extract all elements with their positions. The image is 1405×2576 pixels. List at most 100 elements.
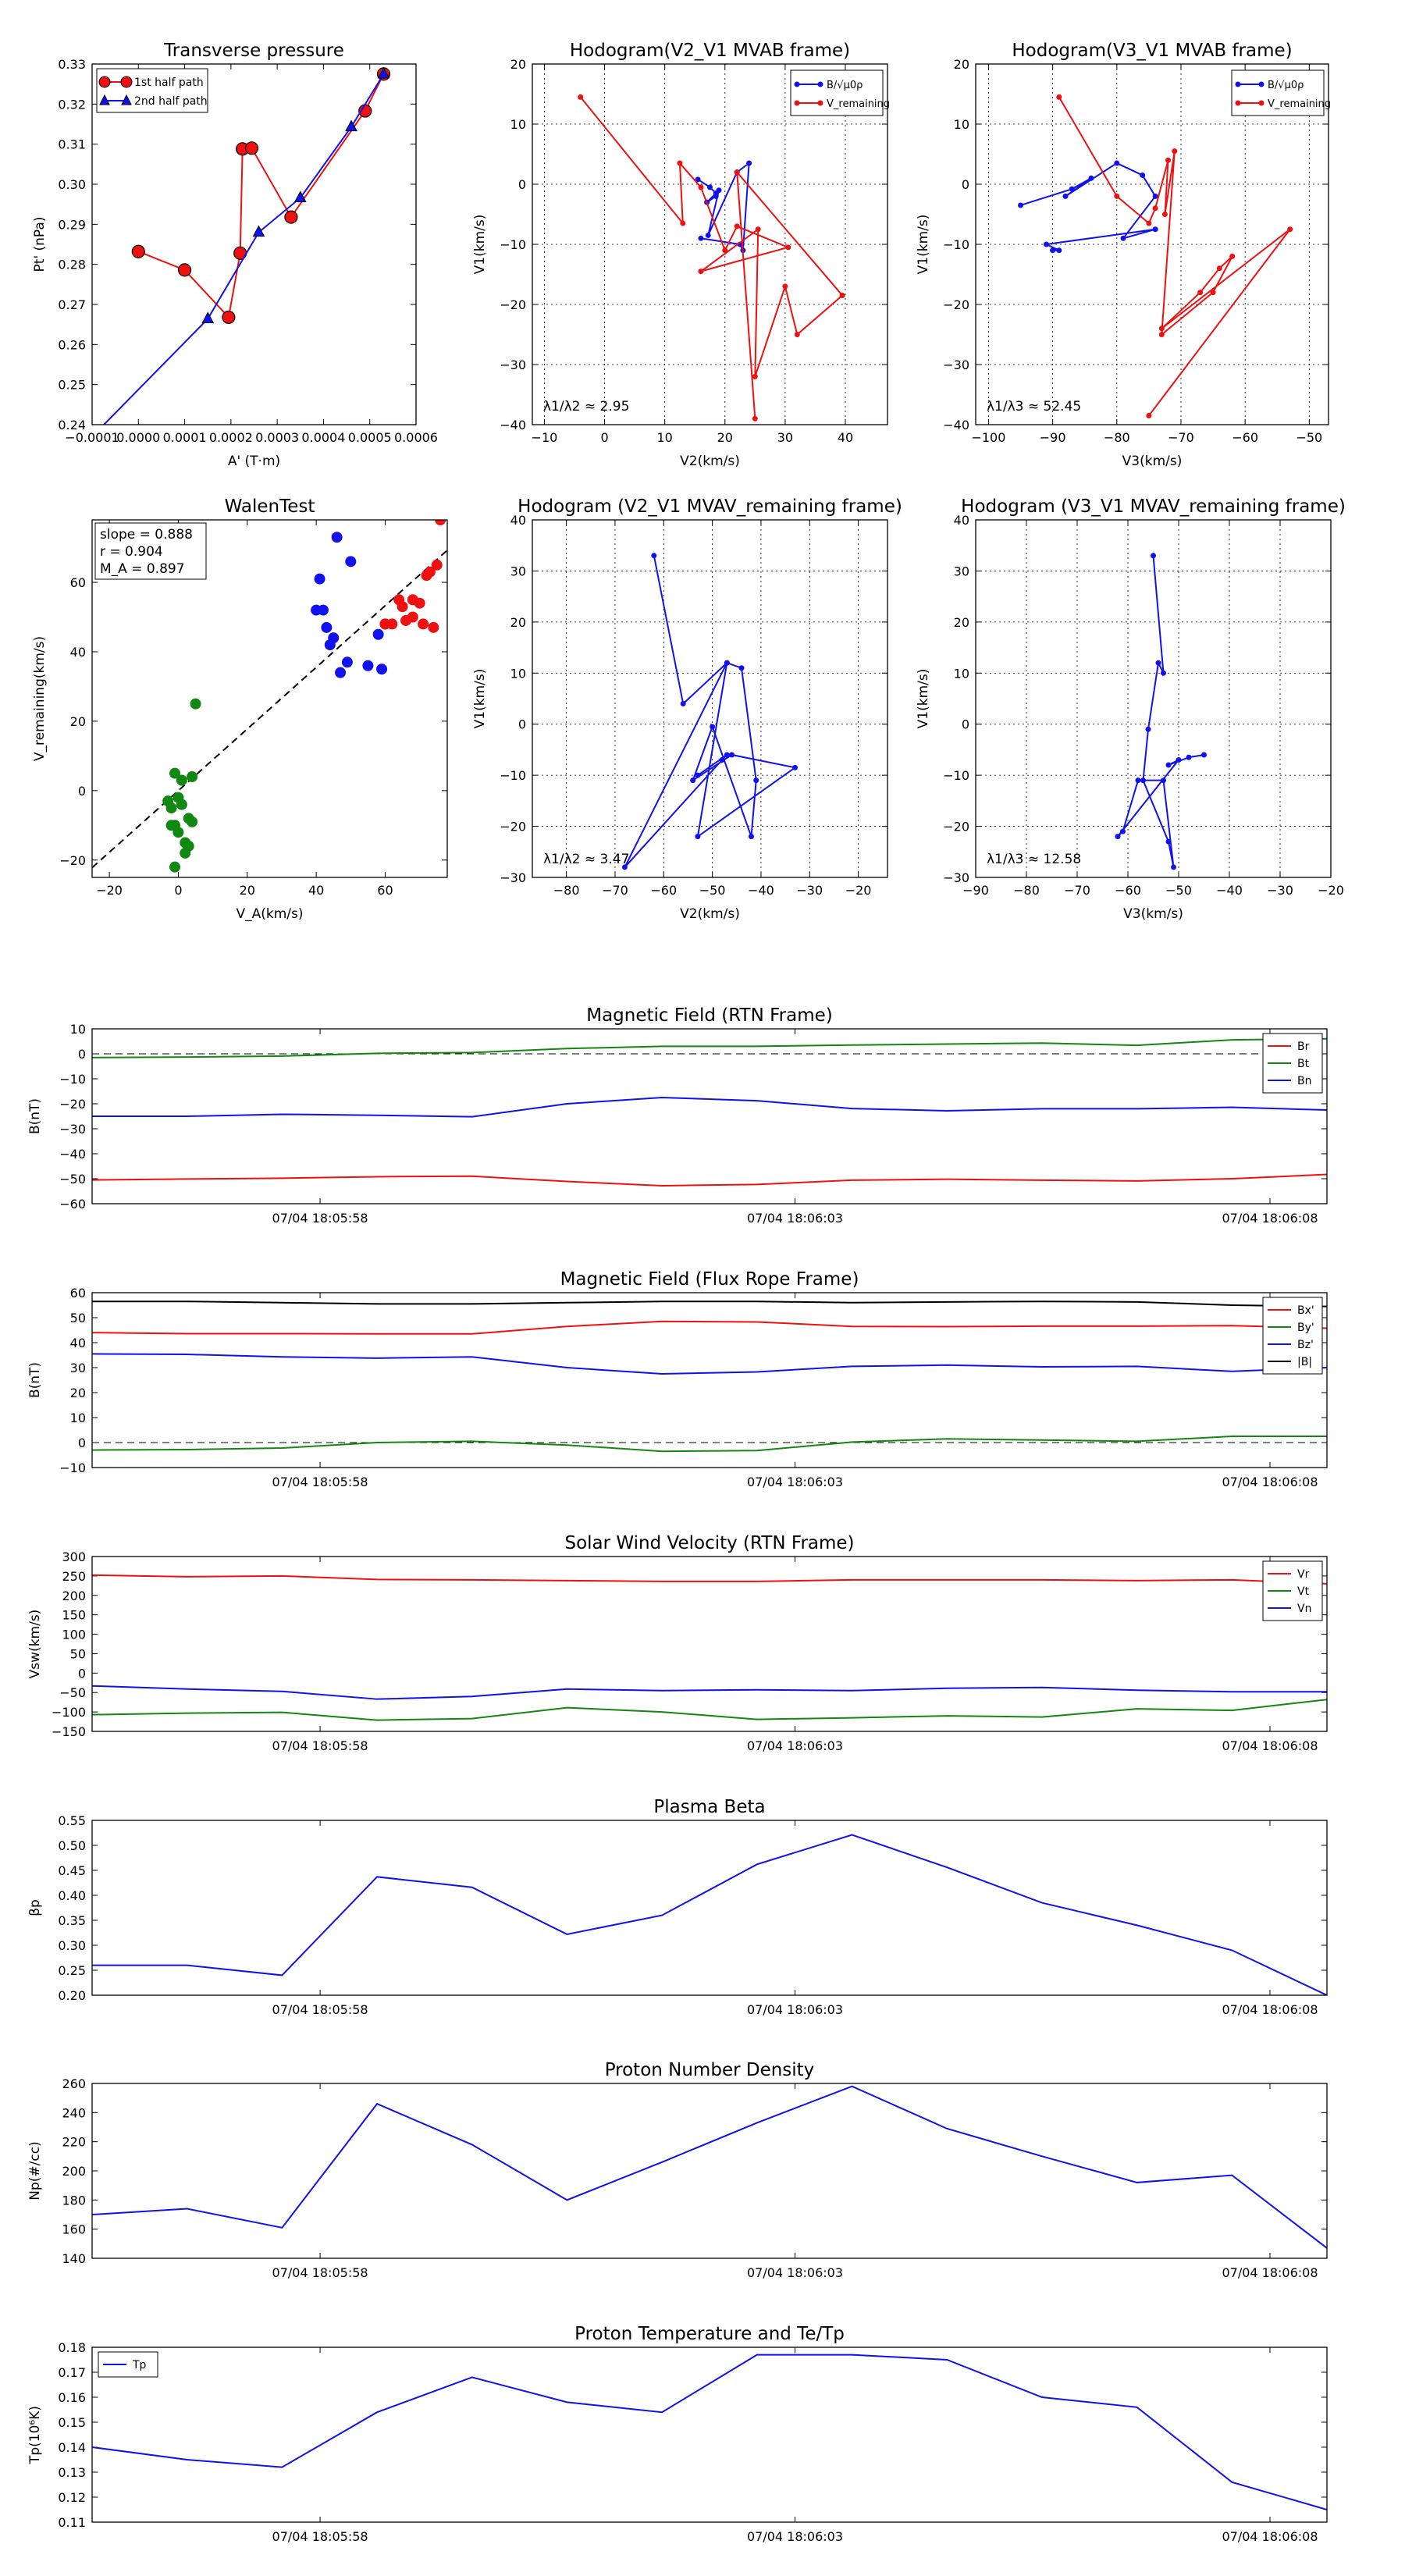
- series-line-Vt: [92, 1699, 1327, 1721]
- series-line-Np: [92, 2085, 1327, 2249]
- x-tick-label: −20: [1318, 883, 1344, 898]
- legend-label: 1st half path: [134, 76, 204, 89]
- x-axis-label: A' (T·m): [228, 454, 280, 469]
- data-point: [284, 210, 298, 224]
- chart-title: Hodogram(V2_V1 MVAB frame): [570, 41, 850, 61]
- legend-label: Bt: [1297, 1058, 1310, 1070]
- series-line-Bn: [92, 1096, 1327, 1118]
- y-tick-label: 20: [70, 1386, 86, 1400]
- time-tick-label: 07/04 18:05:58: [272, 1211, 368, 1226]
- chart-beta: Plasma Beta 0.20 0.25 0.30 0.35 0.40 0.45 0.50 0…: [27, 1797, 1328, 2017]
- series-line-Vr: [92, 1574, 1327, 1585]
- legend-label: V_remaining: [827, 98, 890, 110]
- data-point: [1152, 205, 1158, 212]
- time-tick-label: 07/04 18:06:03: [747, 1738, 843, 1753]
- chart-title: Hodogram (V2_V1 MVAV_remaining frame): [518, 496, 902, 517]
- y-tick-label: 0.26: [58, 337, 86, 352]
- x-tick-label: −60: [1232, 430, 1258, 445]
- data-point: [407, 611, 418, 623]
- legend-label: By': [1297, 1322, 1314, 1334]
- data-point: [176, 799, 187, 810]
- y-tick-label: −20: [943, 820, 969, 834]
- bRTN-frame: [91, 1028, 1328, 1204]
- x-tick-label: −20: [845, 883, 872, 898]
- x-tick-label: 0: [600, 430, 608, 445]
- data-point: [755, 226, 761, 233]
- fit-line: [92, 550, 447, 869]
- y-tick-label: 0.17: [58, 2365, 86, 2380]
- data-point: [397, 601, 408, 613]
- data-point: [621, 864, 628, 870]
- data-point: [428, 621, 439, 633]
- data-point: [1140, 777, 1146, 784]
- data-point: [792, 764, 799, 770]
- x-tick-label: −10: [532, 430, 558, 445]
- data-point: [734, 223, 740, 229]
- h2-frame: [975, 63, 1329, 425]
- chart-h2: Hodogram(V3_V1 MVAB frame)−100 −90 −80 −70−…: [916, 41, 1331, 469]
- data-point: [729, 752, 735, 758]
- legend-label: Vn: [1297, 1603, 1311, 1615]
- y-tick-label: 0.30: [58, 1938, 86, 1953]
- data-point: [746, 160, 752, 166]
- data-point: [716, 187, 722, 194]
- chart-title: Plasma Beta: [653, 1797, 765, 1817]
- y-tick-label: 0.18: [58, 2340, 86, 2355]
- y-tick-label: −30: [500, 870, 526, 885]
- y-axis-label: Np(#/cc): [27, 2141, 43, 2200]
- data-point: [345, 556, 357, 568]
- y-tick-label: 200: [62, 1589, 86, 1603]
- x-tick-label: 40: [838, 430, 853, 445]
- time-tick-label: 07/04 18:05:58: [272, 1475, 368, 1489]
- data-point: [1186, 754, 1192, 760]
- time-tick-label: 07/04 18:06:03: [747, 1475, 843, 1489]
- stat-r: r = 0.904: [100, 544, 163, 560]
- y-tick-label: 0.45: [58, 1863, 86, 1878]
- time-tick-label: 07/04 18:05:58: [272, 1738, 368, 1753]
- x-axis-label: V3(km/s): [1123, 906, 1183, 922]
- legend-label: |B|: [1297, 1356, 1312, 1368]
- y-tick-label: −20: [59, 853, 86, 868]
- y-axis-label: Pt' (nPa): [32, 217, 48, 272]
- data-point: [1165, 157, 1172, 163]
- y-tick-label: −10: [59, 1461, 86, 1475]
- chart-tp: Proton Temperature and Te/Tp 0.11 0.12 0.13…: [27, 2324, 1328, 2544]
- y-tick-label: 40: [70, 1336, 86, 1350]
- y-tick-label: 0.28: [58, 258, 86, 272]
- data-point: [1229, 253, 1236, 259]
- y-tick-label: 0.13: [58, 2465, 86, 2480]
- h4-frame: [975, 519, 1332, 878]
- y-tick-label: −10: [59, 1072, 86, 1087]
- data-point: [752, 415, 758, 422]
- series-line-beta: [92, 1834, 1327, 1995]
- y-tick-label: 20: [510, 615, 526, 630]
- bFR-frame: [91, 1292, 1328, 1468]
- data-point: [377, 66, 390, 79]
- data-point: [710, 724, 716, 730]
- data-point: [1152, 193, 1158, 199]
- x-tick-label: 10: [656, 430, 672, 445]
- x-tick-label: 30: [777, 430, 793, 445]
- y-axis-label: V_remaining(km/s): [32, 636, 48, 761]
- y-tick-label: 300: [62, 1550, 86, 1564]
- y-tick-label: −10: [943, 237, 969, 252]
- y-tick-label: 10: [954, 666, 969, 681]
- x-tick-label: −60: [1115, 883, 1141, 898]
- data-point: [131, 244, 145, 258]
- time-tick-label: 07/04 18:06:03: [747, 1211, 843, 1226]
- series-line-B: [1117, 555, 1204, 868]
- time-tick-label: 07/04 18:06:08: [1222, 2002, 1318, 2017]
- data-point: [1050, 247, 1056, 254]
- series-line-Bx': [92, 1320, 1327, 1335]
- data-point: [677, 160, 683, 166]
- y-tick-label: 0: [518, 177, 526, 192]
- data-point: [1216, 265, 1222, 272]
- y-tick-label: 20: [954, 57, 969, 72]
- data-point: [1176, 757, 1182, 763]
- data-point: [1197, 290, 1204, 296]
- data-point: [1018, 202, 1024, 208]
- y-tick-label: −10: [500, 237, 526, 252]
- x-axis-label: V2(km/s): [680, 906, 740, 922]
- h1-frame: [532, 63, 888, 425]
- legend-marker: [817, 100, 823, 106]
